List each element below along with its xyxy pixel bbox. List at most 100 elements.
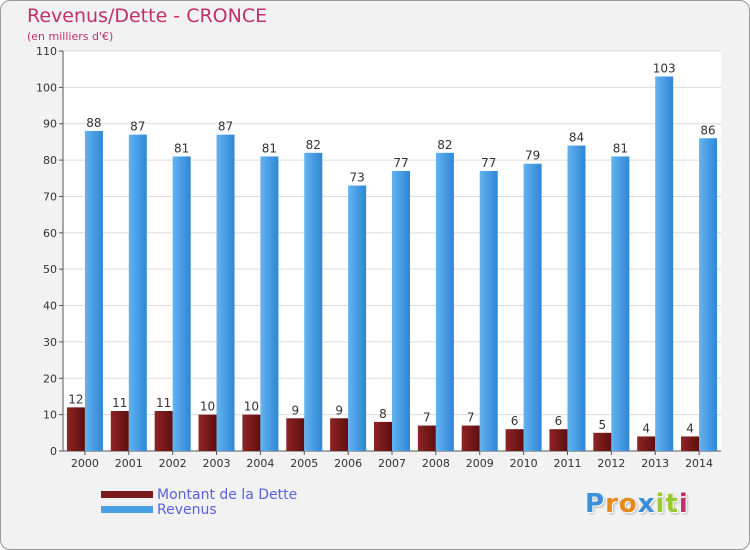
chart-title: Revenus/Dette - CRONCE [27, 5, 268, 27]
logo-letter: r [605, 489, 619, 519]
data-label-revenus: 77 [393, 156, 408, 170]
y-tick-label: 80 [43, 154, 57, 167]
data-label-revenus: 82 [437, 138, 452, 152]
data-label-dette: 10 [244, 400, 259, 414]
data-label-revenus: 84 [569, 131, 584, 145]
y-tick-label: 90 [43, 118, 57, 131]
x-tick-label: 2003 [203, 457, 231, 470]
data-label-revenus: 87 [130, 120, 145, 134]
data-label-revenus: 86 [700, 123, 715, 137]
x-tick-label: 2006 [334, 457, 362, 470]
logo-letter: t [665, 489, 679, 519]
x-tick-label: 2000 [71, 457, 99, 470]
x-tick-label: 2001 [115, 457, 143, 470]
bar-revenus [479, 171, 498, 451]
logo-letter: o [618, 489, 638, 519]
logo-letter: i [678, 489, 689, 519]
data-label-revenus: 87 [218, 120, 233, 134]
y-tick-label: 30 [43, 336, 57, 349]
logo-letter: i [655, 489, 666, 519]
legend-label-dette: Montant de la Dette [157, 486, 298, 503]
y-tick-label: 100 [36, 81, 57, 94]
bar-revenus [699, 138, 718, 452]
legend-item-revenus: Revenus [101, 501, 297, 518]
y-tick-label: 40 [43, 300, 57, 313]
x-tick-label: 2004 [246, 457, 274, 470]
bar-dette [110, 411, 129, 451]
x-tick-label: 2012 [597, 457, 625, 470]
bar-revenus [435, 152, 454, 451]
data-label-revenus: 79 [525, 149, 540, 163]
data-label-revenus: 73 [349, 171, 364, 185]
bar-revenus [523, 163, 542, 451]
x-tick-label: 2009 [466, 457, 494, 470]
bar-dette [374, 421, 392, 451]
bar-dette [505, 429, 524, 451]
bar-dette [417, 425, 436, 451]
data-label-dette: 9 [335, 403, 343, 417]
proxiti-logo: Proxiti [585, 489, 689, 519]
bar-revenus [260, 156, 279, 452]
x-tick-label: 2007 [378, 457, 406, 470]
y-tick-label: 110 [36, 45, 57, 58]
data-label-dette: 5 [599, 418, 607, 432]
bar-revenus [567, 145, 586, 451]
logo-letter: x [637, 489, 656, 519]
bar-dette [681, 436, 700, 451]
bar-dette [549, 429, 568, 451]
y-tick-label: 0 [50, 445, 57, 458]
data-label-dette: 12 [68, 392, 83, 406]
x-tick-label: 2013 [641, 457, 669, 470]
bar-revenus [84, 131, 103, 451]
data-label-revenus: 81 [613, 141, 628, 155]
bar-revenus [611, 156, 630, 452]
data-label-dette: 7 [423, 411, 431, 425]
legend-label-revenus: Revenus [157, 501, 217, 518]
data-label-dette: 7 [467, 411, 475, 425]
data-label-dette: 6 [511, 414, 519, 428]
y-tick-label: 10 [43, 409, 57, 422]
data-label-dette: 4 [642, 421, 650, 435]
bar-dette [66, 407, 85, 451]
bar-revenus [392, 171, 410, 451]
data-label-dette: 6 [555, 414, 563, 428]
legend-swatch-revenus [101, 506, 153, 513]
bar-dette [637, 436, 656, 451]
data-label-dette: 10 [200, 400, 215, 414]
bar-revenus [304, 152, 323, 451]
data-label-revenus: 81 [174, 141, 189, 155]
y-tick-label: 50 [43, 263, 57, 276]
x-tick-label: 2008 [422, 457, 450, 470]
logo-letter: P [585, 489, 606, 519]
bar-dette [330, 418, 349, 451]
bar-dette [242, 414, 261, 451]
bar-dette [461, 425, 480, 451]
data-label-dette: 11 [156, 396, 171, 410]
legend-item-dette: Montant de la Dette [101, 486, 298, 503]
x-tick-label: 2014 [685, 457, 713, 470]
bar-revenus [172, 156, 191, 452]
bar-revenus [128, 134, 147, 452]
data-label-dette: 11 [112, 396, 127, 410]
y-tick-label: 60 [43, 227, 57, 240]
x-tick-label: 2010 [510, 457, 538, 470]
legend: Montant de la Dette Revenus [101, 486, 298, 518]
bar-revenus [348, 185, 367, 451]
bar-dette [593, 432, 612, 451]
data-label-revenus: 82 [306, 138, 321, 152]
x-tick-label: 2002 [159, 457, 187, 470]
bar-dette [154, 411, 173, 451]
data-label-revenus: 81 [262, 141, 277, 155]
chart-subtitle: (en milliers d'€) [27, 30, 114, 43]
legend-swatch-dette [101, 491, 153, 498]
bar-dette [286, 418, 305, 451]
data-label-dette: 9 [291, 403, 299, 417]
y-tick-label: 70 [43, 190, 57, 203]
data-label-dette: 8 [379, 407, 387, 421]
data-label-revenus: 88 [86, 116, 101, 130]
data-label-revenus: 77 [481, 156, 496, 170]
data-label-dette: 4 [686, 421, 694, 435]
data-label-revenus: 103 [653, 61, 676, 75]
